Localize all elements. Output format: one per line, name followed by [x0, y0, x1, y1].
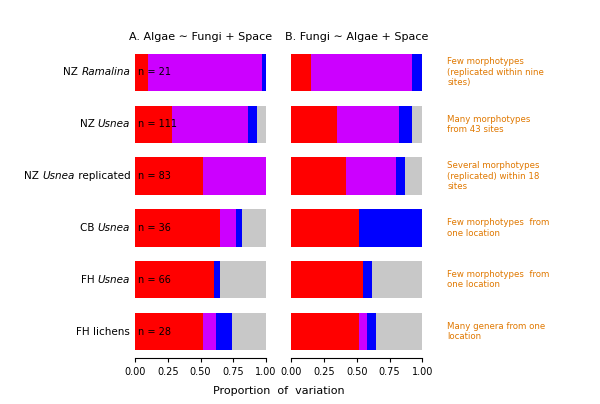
- Text: Usnea: Usnea: [98, 119, 130, 129]
- Bar: [359, 209, 422, 246]
- Text: Many genera from one
location: Many genera from one location: [448, 322, 546, 341]
- Text: NZ: NZ: [24, 171, 42, 181]
- Text: Few morphotypes  from
one location: Few morphotypes from one location: [448, 218, 550, 238]
- Text: Usnea: Usnea: [42, 171, 74, 181]
- Text: n = 21: n = 21: [137, 67, 170, 78]
- Title: B. Fungi ∼ Algae + Space: B. Fungi ∼ Algae + Space: [285, 32, 428, 42]
- Bar: [412, 105, 422, 143]
- Text: FH: FH: [76, 326, 94, 337]
- Bar: [337, 105, 398, 143]
- Text: Many morphotypes
from 43 sites: Many morphotypes from 43 sites: [448, 114, 531, 134]
- Bar: [291, 105, 337, 143]
- Text: n = 28: n = 28: [137, 326, 170, 337]
- Bar: [135, 313, 203, 350]
- Bar: [311, 54, 412, 91]
- Text: lichens: lichens: [94, 326, 130, 337]
- Title: A. Algae ∼ Fungi + Space: A. Algae ∼ Fungi + Space: [129, 32, 272, 42]
- Bar: [376, 313, 422, 350]
- Text: CB: CB: [80, 223, 98, 233]
- Bar: [232, 313, 266, 350]
- Bar: [135, 209, 220, 246]
- Bar: [135, 54, 148, 91]
- Bar: [148, 54, 262, 91]
- Bar: [257, 105, 266, 143]
- Text: NZ: NZ: [63, 67, 82, 78]
- Bar: [262, 54, 266, 91]
- Bar: [398, 105, 412, 143]
- Bar: [172, 105, 248, 143]
- Bar: [291, 313, 359, 350]
- Bar: [236, 209, 242, 246]
- Bar: [220, 209, 236, 246]
- Text: Proportion  of  variation: Proportion of variation: [213, 386, 344, 396]
- Text: NZ: NZ: [80, 119, 98, 129]
- Bar: [346, 158, 396, 195]
- Bar: [291, 158, 346, 195]
- Bar: [412, 54, 422, 91]
- Bar: [364, 261, 373, 299]
- Bar: [203, 158, 266, 195]
- Bar: [214, 261, 220, 299]
- Text: n = 83: n = 83: [137, 171, 170, 181]
- Text: n = 66: n = 66: [137, 275, 170, 285]
- Bar: [359, 313, 367, 350]
- Bar: [242, 209, 266, 246]
- Bar: [135, 158, 203, 195]
- Text: Several morphotypes
(replicated) within 18
sites: Several morphotypes (replicated) within …: [448, 161, 540, 191]
- Bar: [135, 261, 214, 299]
- Bar: [291, 209, 359, 246]
- Bar: [216, 313, 232, 350]
- Bar: [203, 313, 216, 350]
- Text: replicated: replicated: [74, 171, 130, 181]
- Text: Few morphotypes
(replicated within nine
sites): Few morphotypes (replicated within nine …: [448, 57, 544, 87]
- Text: Usnea: Usnea: [98, 275, 130, 285]
- Bar: [135, 105, 172, 143]
- Bar: [248, 105, 257, 143]
- Bar: [405, 158, 422, 195]
- Bar: [396, 158, 405, 195]
- Bar: [220, 261, 266, 299]
- Bar: [291, 54, 311, 91]
- Text: n = 111: n = 111: [137, 119, 176, 129]
- Text: Ramalina: Ramalina: [82, 67, 130, 78]
- Text: Few morphotypes  from
one location: Few morphotypes from one location: [448, 270, 550, 290]
- Bar: [373, 261, 422, 299]
- Bar: [367, 313, 376, 350]
- Text: Usnea: Usnea: [98, 223, 130, 233]
- Text: FH: FH: [81, 275, 98, 285]
- Bar: [291, 261, 364, 299]
- Text: n = 36: n = 36: [137, 223, 170, 233]
